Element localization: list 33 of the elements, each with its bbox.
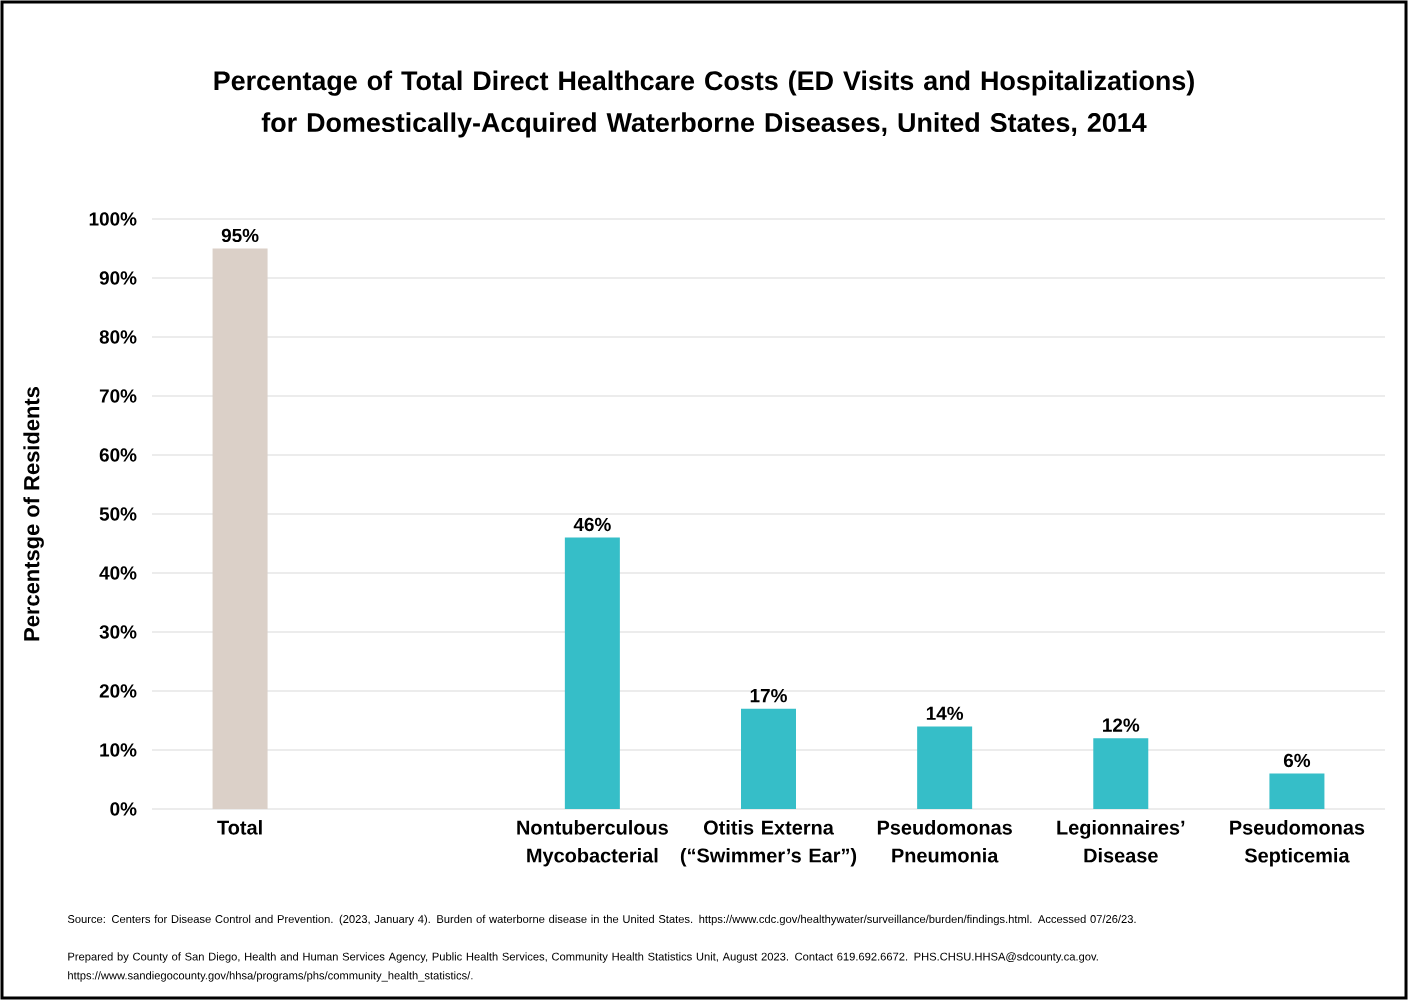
x-tick-label: Legionnaires’ Disease — [1057, 820, 1185, 863]
x-tick-label: Pseudomonas Septicemia — [1230, 820, 1365, 867]
data-label: 95% — [221, 228, 259, 243]
y-tick-label: 60% — [99, 448, 137, 462]
bar — [564, 537, 620, 809]
y-tick-label: 20% — [99, 684, 137, 698]
bar — [212, 248, 268, 809]
y-tick-label: 10% — [100, 743, 137, 757]
bar — [1093, 738, 1149, 809]
bar — [1269, 773, 1325, 809]
source-note: Source: Centers for Disease Control and Prevention. (2023, January 4). Burden of waterborne disease in the United States. https://www.cdc.gov/healthywater/surveillance/burden/findings.html. Accessed 07/26/23. — [67, 914, 1136, 926]
y-tick-label: 80% — [99, 330, 137, 344]
chart-title: Percentage of Total Direct Healthcare Costs (ED Visits and Hospitalizations) for Domestically-Acquired Waterborne Diseases, United States, 2014 — [214, 70, 1194, 138]
y-tick-label: 90% — [99, 271, 137, 285]
bar — [917, 726, 973, 809]
y-tick-label: 100% — [89, 212, 137, 226]
x-tick-label: Total — [217, 820, 262, 835]
data-label: 46% — [573, 517, 611, 532]
text: Prepared by County of San Diego, Health and Human Services Agency, Public Health Services, Community Health Statistics Unit, August 2023. Contact 619.692.6672. PHS.CHSU.HHSA@sdcounty.ca.gov. https://www.sandiegocounty.gov/hhsa/programs/phs/community_health_statistics/. — [68, 952, 1098, 982]
y-tick-label: 0% — [110, 802, 137, 816]
data-label: 6% — [1283, 753, 1311, 768]
y-axis-title: Percentsge of Residents — [23, 387, 44, 641]
x-tick-label: Nontuberculous Mycobacterial — [517, 820, 668, 867]
y-tick-label: 40% — [99, 566, 137, 580]
data-label: 14% — [926, 706, 964, 721]
bar — [741, 708, 796, 809]
data-label: 17% — [750, 688, 787, 703]
x-tick-label: Pseudomonas Pneumonia — [877, 820, 1012, 863]
y-tick-label: 30% — [99, 625, 137, 639]
x-tick-label: Otitis Externa (“Swimmer’s Ear”) — [680, 820, 857, 867]
data-label: 12% — [1103, 718, 1140, 732]
y-tick-label: 50% — [99, 507, 137, 521]
y-tick-label: 70% — [99, 389, 137, 403]
